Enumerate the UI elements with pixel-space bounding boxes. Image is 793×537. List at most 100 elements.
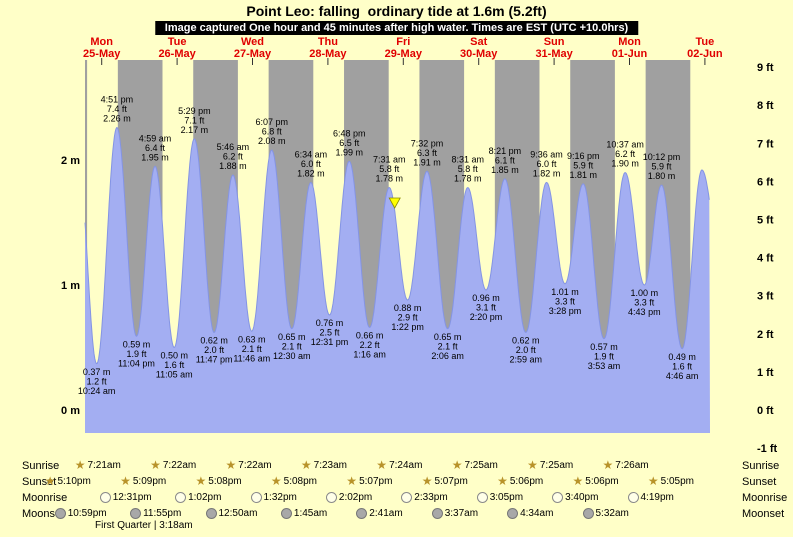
moonset-time: 2:41am — [369, 508, 402, 519]
moonrise-time: 1:02pm — [188, 492, 221, 503]
tide-extreme-line: 1.6 ft — [672, 361, 693, 371]
tide-extreme-line: 1.00 m — [631, 288, 659, 298]
tide-extreme-line: 2.2 ft — [360, 340, 381, 350]
moonrise-icon — [552, 492, 563, 503]
sunset-entry: ★5:08pm — [271, 476, 317, 487]
tide-extreme-line: 7:31 am — [373, 155, 406, 165]
day-label-weekday: Wed — [241, 36, 264, 48]
sunset-time: 5:09pm — [133, 476, 166, 487]
sunset-entry: ★5:08pm — [196, 476, 242, 487]
sun-star-icon: ★ — [45, 476, 56, 487]
tide-extreme-line: 4:46 am — [666, 371, 699, 381]
moonset-entry: 1:45am — [281, 508, 327, 519]
moonrise-icon — [401, 492, 412, 503]
moonset-entry: 12:50am — [206, 508, 258, 519]
tide-extreme-line: 11:05 am — [156, 370, 193, 380]
moonset-time: 1:45am — [294, 508, 327, 519]
moonrise-icon — [477, 492, 488, 503]
tide-extreme-line: 1.82 m — [297, 169, 325, 179]
sun-star-icon: ★ — [422, 476, 433, 487]
sunrise-time: 7:26am — [615, 460, 648, 471]
tide-extreme-line: 2:20 pm — [470, 312, 503, 322]
tide-extreme-line: 1.78 m — [375, 174, 403, 184]
moonrise-entry: 1:32pm — [251, 492, 297, 503]
tide-extreme-line: 10:12 pm — [643, 152, 681, 162]
moonrise-icon — [175, 492, 186, 503]
moonset-entry: 11:55pm — [130, 508, 181, 519]
tide-extreme-line: 0.57 m — [590, 342, 618, 352]
sunset-time: 5:07pm — [434, 476, 467, 487]
y-axis-label-ft: 0 ft — [757, 405, 774, 417]
day-label: Mon25-May — [83, 36, 121, 60]
first-quarter-note: First Quarter | 3:18am — [95, 520, 193, 531]
tide-extreme-line: 4:59 am — [139, 133, 172, 143]
tide-extreme-line: 10:37 am — [606, 140, 644, 150]
sun-star-icon: ★ — [226, 460, 237, 471]
tide-chart: 0.37 m1.2 ft10:24 am4:51 pm7.4 ft2.26 m0… — [0, 0, 793, 458]
moonrise-entry: 1:02pm — [175, 492, 221, 503]
tide-extreme-line: 11:47 pm — [196, 355, 233, 365]
moonrise-time: 2:02pm — [339, 492, 372, 503]
sun-star-icon: ★ — [75, 460, 86, 471]
y-axis-label-ft: 5 ft — [757, 215, 774, 227]
moonrise-row-label-right: Moonrise — [742, 492, 787, 504]
tide-extreme-line: 7.4 ft — [107, 104, 128, 114]
sunset-time: 5:10pm — [57, 476, 90, 487]
sunset-time: 5:07pm — [359, 476, 392, 487]
sunrise-time: 7:22am — [238, 460, 271, 471]
sunset-time: 5:05pm — [661, 476, 694, 487]
tide-extreme-line: 1.9 ft — [594, 351, 615, 361]
moonrise-time: 3:05pm — [490, 492, 523, 503]
sunrise-entry: ★7:26am — [603, 460, 649, 471]
tide-extreme-line: 6:07 pm — [255, 117, 288, 127]
tide-extreme-line: 7:32 pm — [411, 138, 444, 148]
sunrise-row-label-left: Sunrise — [22, 460, 59, 472]
moonrise-icon — [100, 492, 111, 503]
tide-extreme-line: 0.62 m — [512, 336, 540, 346]
sunset-entry: ★5:07pm — [346, 476, 392, 487]
tide-extreme-line: 3.3 ft — [555, 296, 576, 306]
day-label-weekday: Fri — [396, 36, 410, 48]
day-label: Fri29-May — [385, 36, 423, 60]
sunrise-entry: ★7:25am — [452, 460, 498, 471]
tide-extreme-line: 0.96 m — [472, 293, 500, 303]
tide-extreme-line: 9:36 am — [530, 150, 563, 160]
tide-extreme-line: 6:48 pm — [333, 128, 366, 138]
moonset-time: 11:55pm — [143, 508, 181, 519]
tide-extreme-line: 1.78 m — [454, 174, 482, 184]
tide-extreme-line: 5:46 am — [217, 142, 250, 152]
tide-extreme-line: 2.0 ft — [516, 345, 537, 355]
moonrise-entry: 4:19pm — [628, 492, 674, 503]
moonset-time: 5:32am — [596, 508, 629, 519]
day-label-weekday: Tue — [168, 36, 187, 48]
y-axis-label-ft: 1 ft — [757, 367, 774, 379]
day-label-weekday: Thu — [318, 36, 338, 48]
moonrise-row-label-left: Moonrise — [22, 492, 67, 504]
tide-extreme-line: 1.95 m — [141, 152, 169, 162]
tide-extreme-line: 1.01 m — [551, 287, 579, 297]
tide-extreme-line: 2.1 ft — [438, 341, 459, 351]
moonset-entry: 10:59pm — [55, 508, 107, 519]
sunset-time: 5:06pm — [585, 476, 618, 487]
moonrise-time: 3:40pm — [565, 492, 598, 503]
sun-star-icon: ★ — [497, 476, 508, 487]
sunset-entry: ★5:06pm — [497, 476, 543, 487]
sun-star-icon: ★ — [271, 476, 282, 487]
tide-extreme-line: 2.5 ft — [320, 328, 341, 338]
moonset-time: 4:34am — [520, 508, 553, 519]
tide-extreme-line: 2.1 ft — [242, 344, 263, 354]
y-axis-label-ft: -1 ft — [757, 443, 778, 455]
moonset-entry: 5:32am — [583, 508, 629, 519]
sunrise-time: 7:22am — [163, 460, 196, 471]
y-axis-label-ft: 7 ft — [757, 138, 774, 150]
moonset-icon — [206, 508, 217, 519]
sunrise-entry: ★7:25am — [527, 460, 573, 471]
y-axis-label-ft: 3 ft — [757, 291, 774, 303]
tide-extreme-line: 0.49 m — [668, 352, 696, 362]
sunrise-entry: ★7:21am — [75, 460, 121, 471]
sunrise-time: 7:25am — [540, 460, 573, 471]
sunrise-time: 7:25am — [464, 460, 497, 471]
tide-extreme-line: 2.0 ft — [204, 345, 225, 355]
tide-extreme-line: 1.6 ft — [164, 360, 185, 370]
sun-star-icon: ★ — [196, 476, 207, 487]
